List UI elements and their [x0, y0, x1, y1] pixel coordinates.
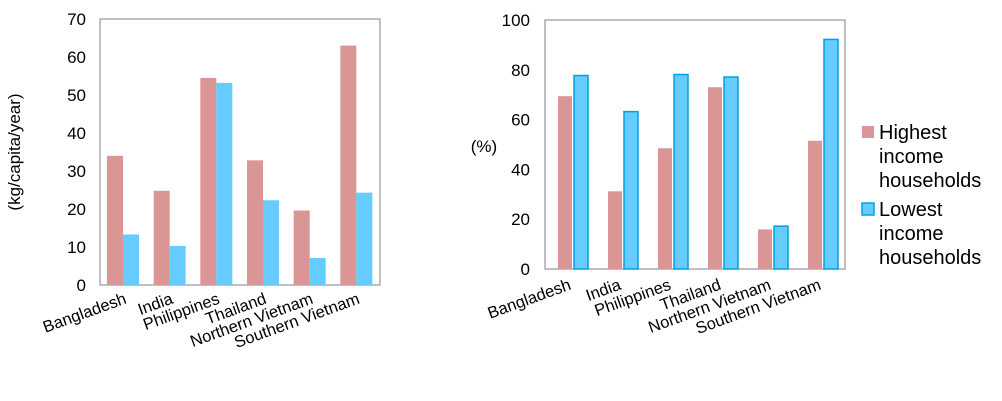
y-tick-label: 0: [77, 276, 86, 295]
y-tick-label: 10: [67, 238, 86, 257]
bar-lowest: [169, 245, 186, 285]
y-tick-label: 0: [521, 260, 530, 279]
bars: [558, 38, 839, 270]
bar-highest: [247, 160, 263, 285]
bar-lowest: [773, 225, 789, 270]
bar-highest: [658, 148, 672, 269]
legend-label-line: households: [879, 247, 981, 269]
bar-lowest: [573, 74, 589, 270]
bar-highest: [558, 96, 572, 269]
bar-lowest: [309, 258, 326, 285]
bar-highest: [293, 210, 310, 285]
legend-label-line: income: [879, 223, 943, 245]
bar-lowest: [823, 38, 839, 270]
bars: [107, 45, 373, 286]
bar-lowest: [356, 192, 373, 285]
category-labels: Bangladesh IndiaPhilippinesThailandNorthe…: [41, 290, 362, 352]
bar-highest: [200, 77, 217, 286]
legend-entry-lowest: Lowest income households: [861, 199, 981, 269]
legend-label-line: Lowest: [879, 199, 943, 221]
bar-highest: [758, 229, 772, 269]
y-tick-label: 60: [511, 111, 530, 130]
bar-highest: [708, 87, 722, 269]
legend-label-line: Highest: [879, 122, 947, 144]
bar-lowest: [216, 82, 233, 285]
bar-highest: [107, 155, 123, 285]
y-ticks: 0 10 20 30 40 50 60 70: [67, 10, 86, 295]
legend-swatch-highest: [862, 126, 874, 138]
bar-lowest: [673, 73, 689, 270]
category-label: Bangladesh: [485, 276, 573, 323]
chart-kg-per-capita: (kg/capita/year) 0 10 20 30 40 50 60 70 Banglad…: [5, 10, 381, 352]
y-axis-label: (%): [471, 137, 497, 156]
bar-lowest: [123, 234, 139, 285]
y-tick-label: 60: [67, 48, 86, 67]
legend-swatch-lowest: [861, 202, 875, 216]
legend-entry-highest: Highest income households: [862, 122, 981, 192]
y-axis-label: (kg/capita/year): [5, 93, 24, 210]
legend-label-line: income: [879, 146, 943, 168]
legend: Highest income households Lowest income …: [861, 122, 981, 269]
y-tick-label: 20: [511, 210, 530, 229]
y-tick-label: 70: [67, 10, 86, 29]
y-tick-label: 30: [67, 162, 86, 181]
category-label: Bangladesh: [41, 290, 129, 337]
bar-highest: [808, 140, 822, 269]
bar-highest: [340, 45, 357, 285]
bar-highest: [608, 191, 622, 269]
chart-percent: (%) 0 20 40 60 80 100 Bangladesh IndiaPhilippi…: [471, 11, 846, 338]
y-tick-label: 50: [67, 86, 86, 105]
bar-lowest: [263, 200, 279, 285]
plot-area-frame: [99, 18, 381, 286]
y-tick-label: 40: [67, 124, 86, 143]
legend-label-line: households: [879, 170, 981, 192]
plot-area-frame: [544, 19, 846, 270]
bar-highest: [153, 190, 170, 285]
y-ticks: 0 20 40 60 80 100: [502, 11, 530, 279]
bar-lowest: [723, 76, 739, 270]
y-tick-label: 100: [502, 11, 530, 30]
y-tick-label: 40: [511, 160, 530, 179]
category-labels: Bangladesh IndiaPhilippinesThailandNorthe…: [485, 276, 823, 338]
bar-lowest: [623, 110, 639, 270]
y-tick-label: 20: [67, 200, 86, 219]
y-tick-label: 80: [511, 61, 530, 80]
